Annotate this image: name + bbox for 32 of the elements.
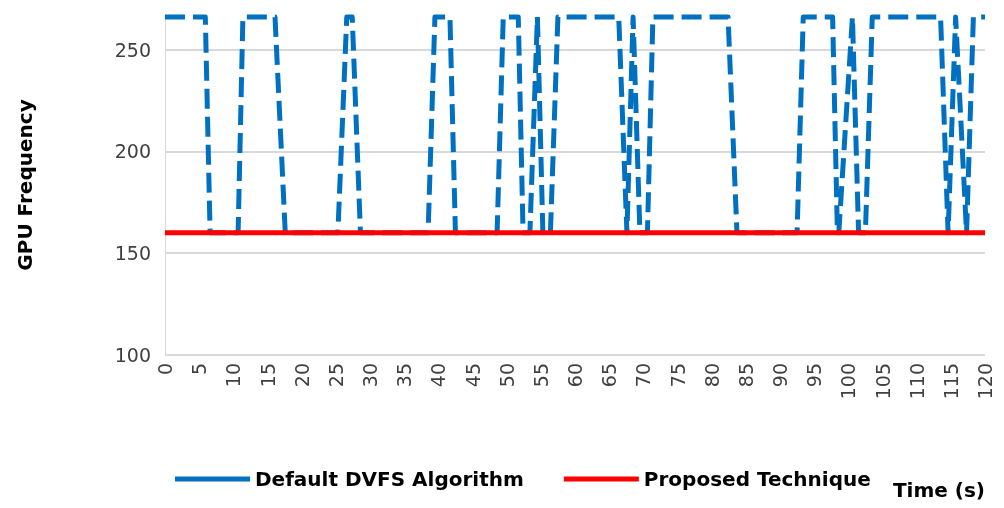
x-tick-label: 110 — [905, 363, 928, 400]
x-tick-label: 45 — [461, 363, 484, 388]
x-tick-label: 85 — [734, 363, 757, 388]
x-tick-label: 15 — [256, 363, 279, 388]
y-axis-title: GPU Frequency — [13, 99, 37, 271]
x-tick-label: 25 — [324, 363, 347, 388]
x-tick-label: 115 — [939, 363, 962, 400]
x-tick-label: 10 — [222, 363, 245, 388]
x-tick-label: 30 — [359, 363, 381, 388]
x-tick-label: 55 — [529, 363, 552, 388]
x-tick-label: 35 — [393, 363, 416, 388]
x-tick-label: 75 — [666, 363, 689, 388]
x-tick-label: 20 — [290, 363, 313, 388]
x-tick-label: 40 — [427, 363, 450, 388]
x-tick-label: 60 — [564, 363, 586, 388]
x-tick-label: 65 — [598, 363, 621, 388]
x-tick-label: 120 — [974, 363, 996, 400]
x-tick-label: 100 — [837, 363, 860, 400]
x-tick-label: 5 — [188, 363, 211, 376]
x-tick-label: 80 — [700, 363, 723, 388]
x-tick-label: 105 — [871, 363, 894, 400]
x-tick-label: 50 — [495, 363, 518, 388]
x-tick-label: 70 — [632, 363, 655, 388]
y-tick-label: 200 — [114, 140, 151, 163]
x-tick-label: 0 — [154, 363, 176, 376]
y-tick-label: 250 — [114, 38, 151, 61]
y-tick-label: 150 — [114, 242, 151, 265]
legend-label: Default DVFS Algorithm — [255, 467, 524, 491]
legend-label: Proposed Technique — [643, 467, 871, 491]
x-tick-label: 95 — [803, 363, 826, 388]
x-axis-title: Time (s) — [892, 478, 985, 502]
x-tick-label: 90 — [769, 363, 791, 388]
